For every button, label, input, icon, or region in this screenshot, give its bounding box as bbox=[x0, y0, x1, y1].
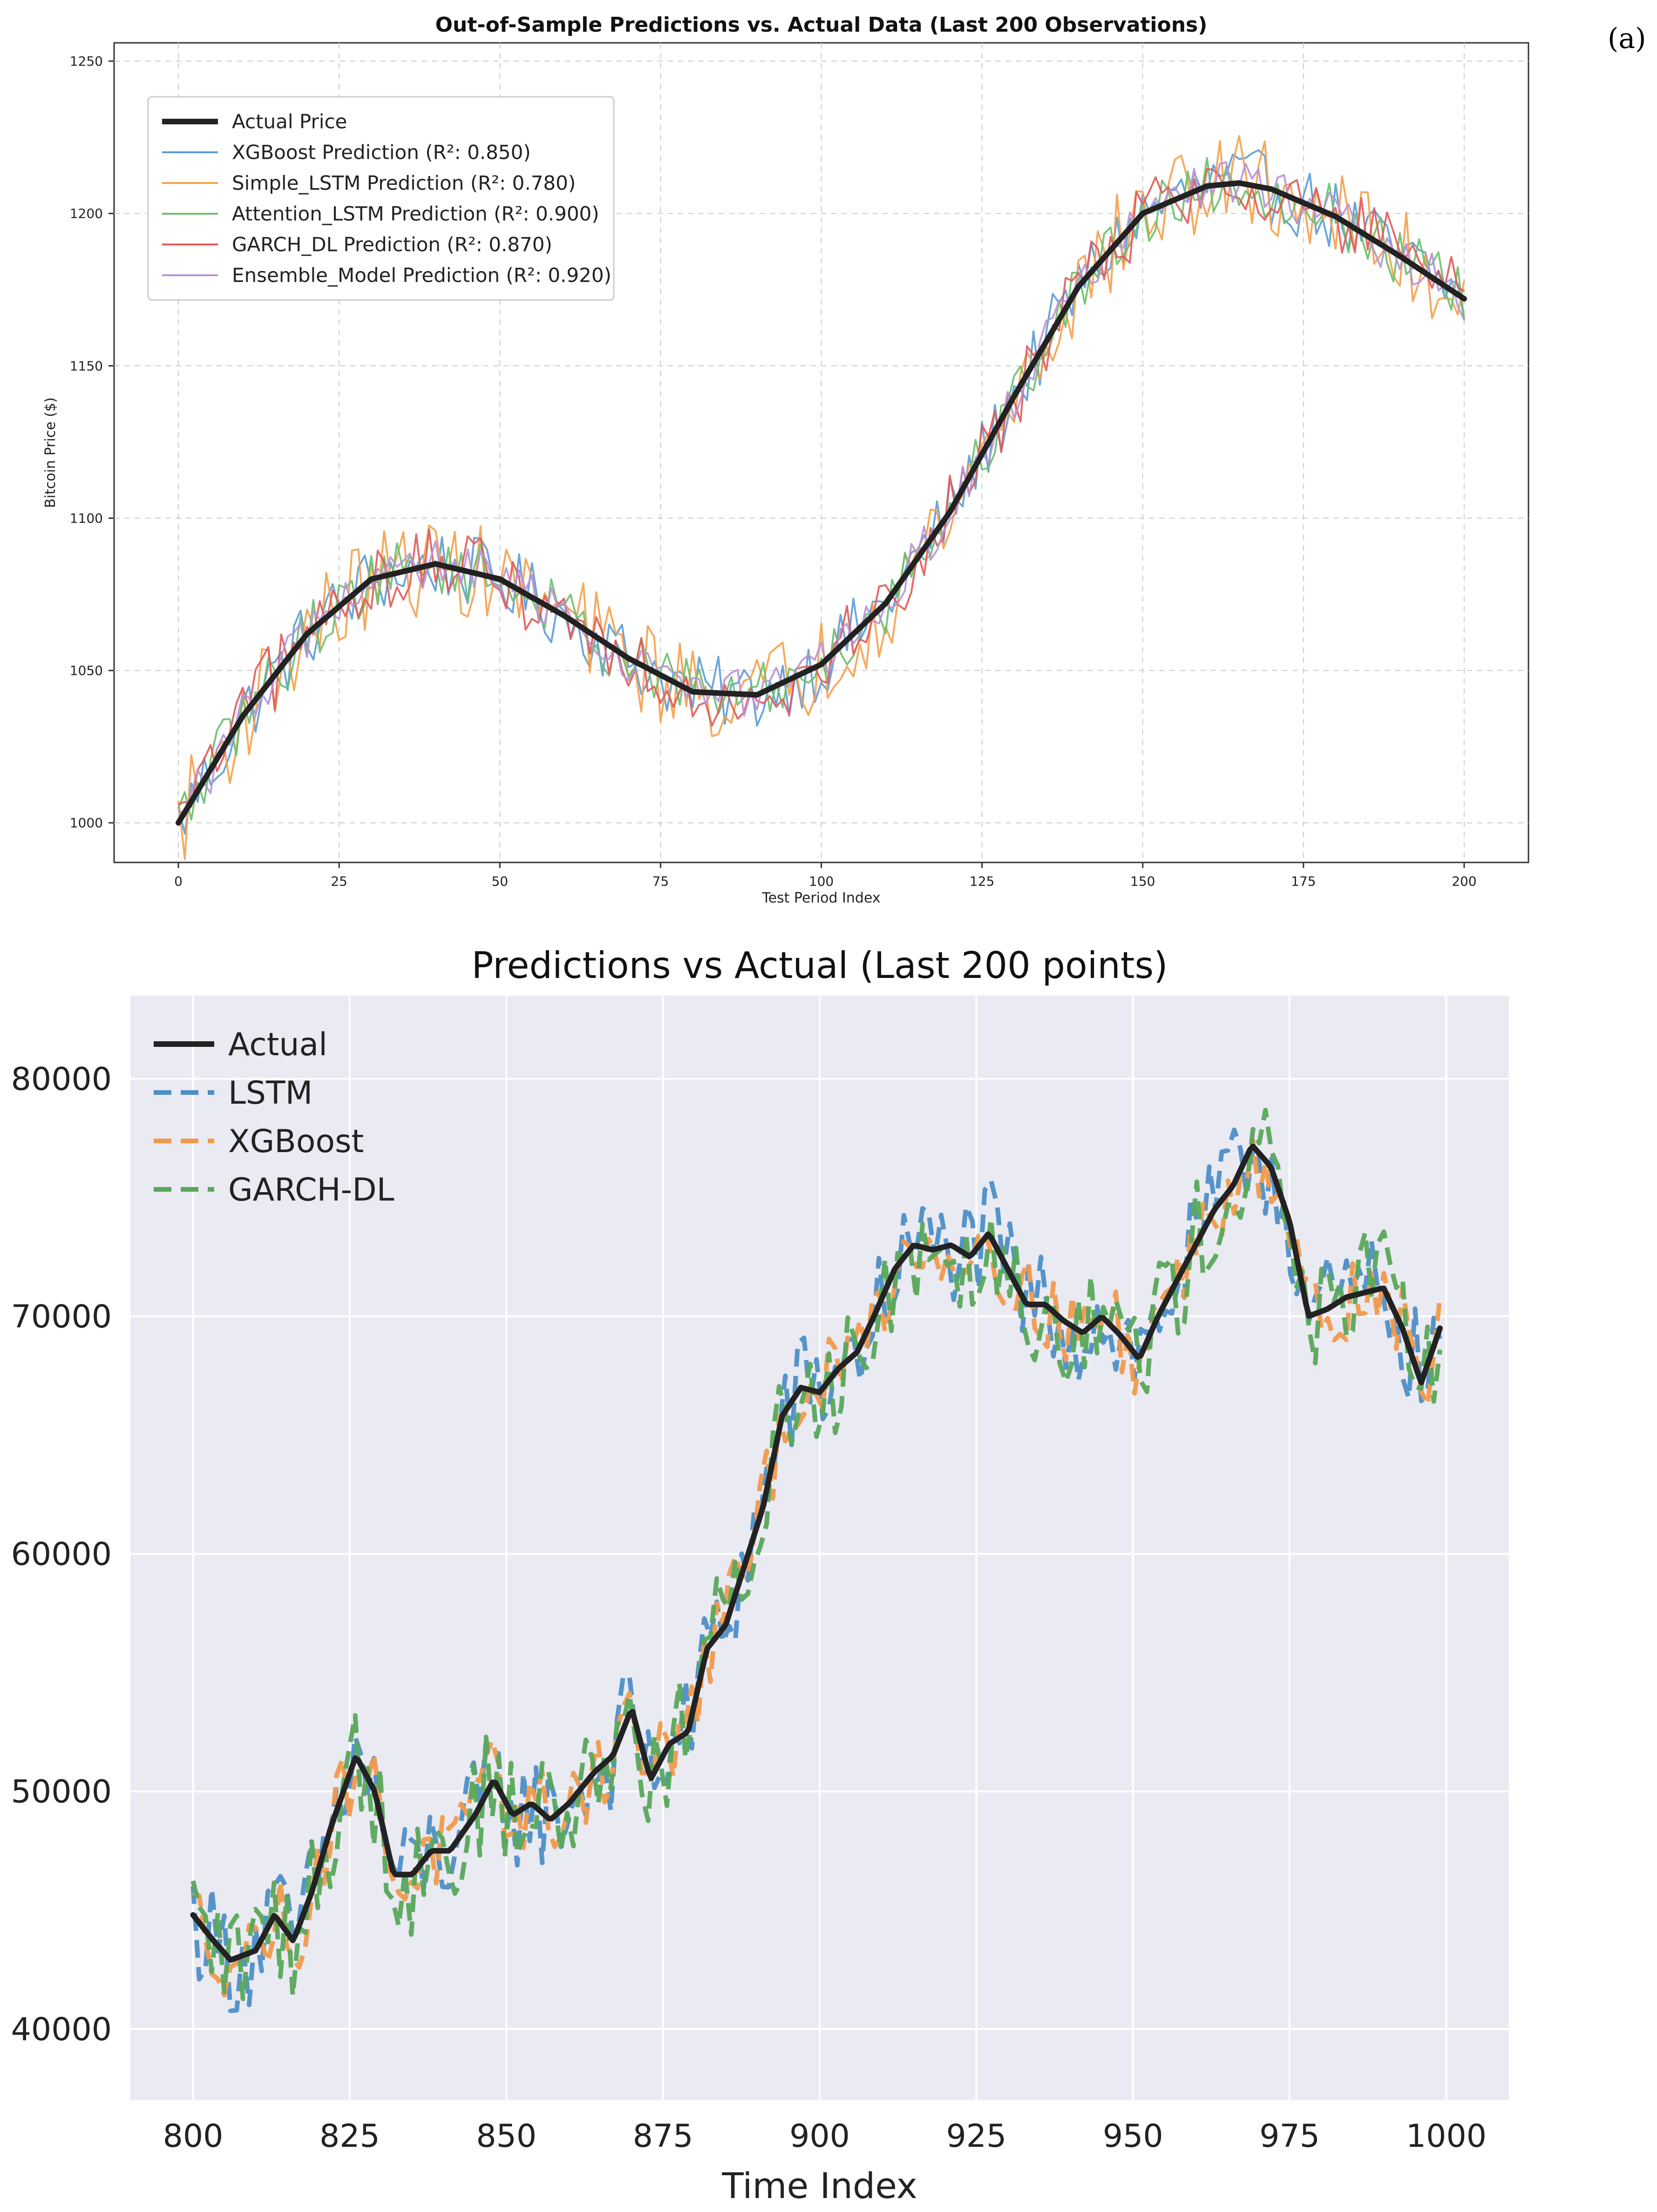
legend-label: Actual bbox=[228, 1026, 327, 1063]
x-tick-label: 950 bbox=[1103, 2118, 1163, 2155]
legend-label: XGBoost Prediction (R²: 0.850) bbox=[232, 141, 531, 164]
y-tick-label: 1050 bbox=[70, 663, 103, 679]
y-tick-label: 1150 bbox=[70, 358, 103, 373]
y-tick-label: 80000 bbox=[11, 1061, 112, 1098]
legend: Actual LSTM XGBoost GARCH-DL bbox=[154, 1026, 394, 1208]
x-tick-label: 175 bbox=[1291, 874, 1316, 889]
x-tick-label: 975 bbox=[1259, 2118, 1320, 2155]
x-axis-label: Test Period Index bbox=[761, 890, 880, 906]
y-tick-label: 1200 bbox=[70, 206, 103, 221]
y-tick-label: 70000 bbox=[11, 1298, 112, 1335]
legend-label: XGBoost bbox=[228, 1123, 364, 1160]
y-axis-label: Bitcoin Price ($) bbox=[42, 397, 59, 508]
x-tick-label: 50 bbox=[491, 874, 508, 889]
x-tick-label: 25 bbox=[331, 874, 347, 889]
x-tick-label: 125 bbox=[970, 874, 994, 889]
x-tick-label: 825 bbox=[319, 2118, 380, 2155]
x-tick-label: 900 bbox=[789, 2118, 850, 2155]
y-tick-label: 1000 bbox=[70, 815, 103, 831]
legend-label: LSTM bbox=[228, 1075, 312, 1112]
panel-label-a: (a) bbox=[1608, 22, 1646, 55]
series-line-ensemble-model bbox=[177, 161, 1465, 815]
x-tick-label: 850 bbox=[476, 2118, 536, 2155]
legend-label: Ensemble_Model Prediction (R²: 0.920) bbox=[232, 264, 611, 287]
y-tick-label: 60000 bbox=[11, 1536, 112, 1573]
series-line-garch-dl bbox=[190, 1107, 1442, 2002]
chart-title: Predictions vs Actual (Last 200 points) bbox=[471, 945, 1168, 987]
x-tick-label: 75 bbox=[652, 874, 669, 889]
series-line-actual bbox=[190, 1143, 1443, 1963]
x-tick-label: 100 bbox=[809, 874, 834, 889]
series-line-actual bbox=[176, 180, 1467, 826]
x-tick-label: 875 bbox=[633, 2118, 693, 2155]
legend-box bbox=[147, 96, 615, 301]
series-line-garch-dl bbox=[178, 168, 1465, 808]
chart-title: Out-of-Sample Predictions vs. Actual Dat… bbox=[435, 13, 1208, 37]
series-line-xgboost bbox=[192, 1138, 1442, 1998]
legend-label: Attention_LSTM Prediction (R²: 0.900) bbox=[232, 203, 599, 225]
x-tick-label: 150 bbox=[1130, 874, 1155, 889]
x-tick-label: 1000 bbox=[1406, 2118, 1487, 2155]
x-axis-label: Time Index bbox=[721, 2165, 917, 2206]
x-tick-label: 0 bbox=[174, 874, 183, 889]
legend-label: GARCH-DL bbox=[228, 1172, 394, 1208]
y-tick-label: 1100 bbox=[70, 510, 103, 526]
legend-label: Simple_LSTM Prediction (R²: 0.780) bbox=[232, 172, 576, 195]
x-tick-label: 925 bbox=[946, 2118, 1006, 2155]
series-line-lstm bbox=[190, 1127, 1442, 2013]
chart-a: 0 25 50 75 100 125 150 175 200 1000 1050 1100 1150 12… bbox=[42, 13, 1529, 906]
legend-label: GARCH_DL Prediction (R²: 0.870) bbox=[232, 233, 552, 256]
chart-b: 800 825 850 875 900 925 950 975 1000 40000 50000 60… bbox=[11, 945, 1509, 2206]
x-tick-label: 800 bbox=[163, 2118, 224, 2155]
y-tick-label: 40000 bbox=[11, 2011, 112, 2048]
y-tick-label: 1250 bbox=[70, 54, 103, 69]
x-tick-label: 200 bbox=[1452, 874, 1476, 889]
legend: Actual Price XGBoost Prediction (R²: 0.85… bbox=[147, 96, 615, 301]
y-tick-label: 50000 bbox=[11, 1774, 112, 1811]
legend-label: Actual Price bbox=[232, 110, 347, 133]
